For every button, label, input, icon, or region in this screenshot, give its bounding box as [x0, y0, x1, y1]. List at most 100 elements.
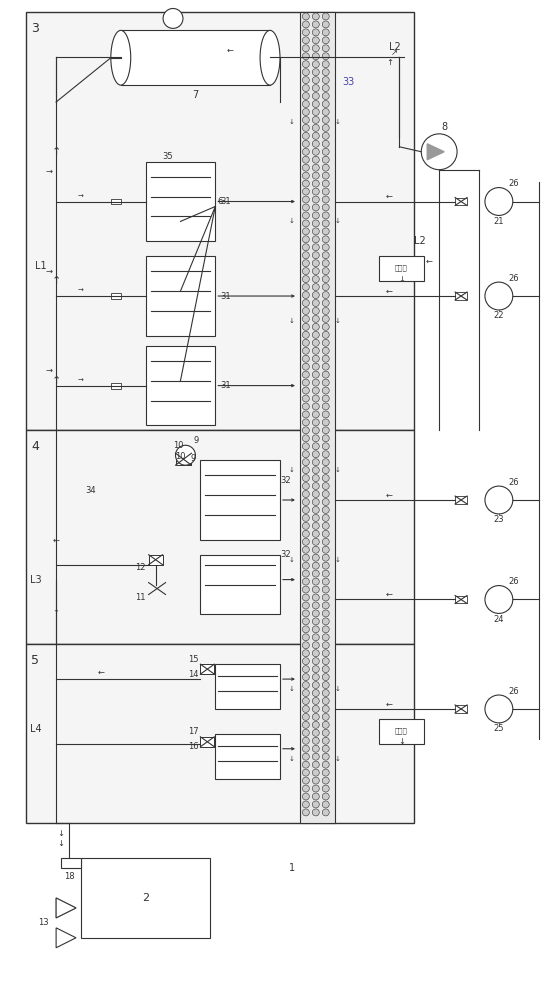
Circle shape	[312, 554, 319, 561]
Circle shape	[322, 252, 329, 259]
Circle shape	[312, 642, 319, 649]
Circle shape	[322, 761, 329, 768]
Bar	[455, 705, 467, 713]
Circle shape	[312, 618, 319, 625]
Circle shape	[322, 674, 329, 681]
Bar	[111, 293, 121, 299]
Bar	[26, 430, 415, 644]
Circle shape	[312, 419, 319, 426]
Text: 26: 26	[508, 478, 519, 487]
Circle shape	[312, 522, 319, 529]
Circle shape	[302, 228, 309, 235]
Text: →: →	[46, 267, 52, 276]
Text: ↓: ↓	[57, 839, 65, 848]
Circle shape	[322, 562, 329, 569]
Circle shape	[322, 172, 329, 179]
Circle shape	[312, 188, 319, 195]
Circle shape	[322, 538, 329, 545]
Text: 7: 7	[192, 90, 199, 100]
Text: 21: 21	[493, 217, 504, 226]
Circle shape	[302, 323, 309, 330]
Circle shape	[302, 45, 309, 52]
Polygon shape	[56, 898, 76, 918]
Circle shape	[312, 300, 319, 306]
Text: ↓: ↓	[57, 829, 65, 838]
Circle shape	[322, 618, 329, 625]
Circle shape	[322, 116, 329, 123]
Circle shape	[322, 300, 329, 306]
Circle shape	[302, 443, 309, 450]
Bar	[26, 12, 415, 430]
Circle shape	[302, 713, 309, 720]
Text: 34: 34	[86, 486, 96, 495]
Circle shape	[312, 634, 319, 641]
Circle shape	[312, 180, 319, 187]
Circle shape	[302, 292, 309, 299]
Circle shape	[312, 626, 319, 633]
Polygon shape	[56, 898, 76, 918]
Circle shape	[322, 45, 329, 52]
Circle shape	[302, 650, 309, 657]
Circle shape	[312, 395, 319, 402]
Circle shape	[312, 355, 319, 362]
Circle shape	[312, 459, 319, 466]
Circle shape	[312, 690, 319, 697]
Circle shape	[322, 435, 329, 442]
Circle shape	[312, 252, 319, 259]
Text: ↓: ↓	[289, 467, 295, 473]
Circle shape	[302, 355, 309, 362]
Polygon shape	[61, 858, 81, 868]
Circle shape	[312, 292, 319, 299]
Circle shape	[312, 220, 319, 227]
Text: ↗: ↗	[391, 48, 398, 57]
Circle shape	[312, 323, 319, 330]
Circle shape	[322, 459, 329, 466]
Circle shape	[302, 331, 309, 338]
Circle shape	[322, 204, 329, 211]
Circle shape	[302, 164, 309, 171]
Circle shape	[322, 228, 329, 235]
Circle shape	[312, 594, 319, 601]
Circle shape	[322, 499, 329, 505]
Text: ↑: ↑	[51, 376, 61, 386]
Text: →: →	[78, 378, 84, 384]
Circle shape	[485, 188, 513, 215]
Circle shape	[312, 228, 319, 235]
Circle shape	[302, 37, 309, 44]
Circle shape	[312, 506, 319, 513]
Circle shape	[322, 483, 329, 490]
Circle shape	[312, 363, 319, 370]
Circle shape	[322, 586, 329, 593]
Circle shape	[302, 61, 309, 68]
Circle shape	[312, 610, 319, 617]
Text: 13: 13	[39, 918, 49, 927]
Circle shape	[302, 634, 309, 641]
Text: ↓: ↓	[335, 686, 341, 692]
Circle shape	[302, 13, 309, 20]
Text: ↓: ↓	[289, 686, 295, 692]
Circle shape	[322, 721, 329, 728]
Text: ↓: ↓	[335, 218, 341, 224]
Circle shape	[322, 467, 329, 474]
Circle shape	[322, 284, 329, 291]
Circle shape	[312, 578, 319, 585]
Text: 2: 2	[142, 893, 149, 903]
Circle shape	[312, 212, 319, 219]
Circle shape	[302, 610, 309, 617]
Bar	[200, 664, 214, 674]
Text: L4: L4	[30, 724, 42, 734]
Text: 22: 22	[493, 311, 504, 320]
Circle shape	[302, 276, 309, 283]
Circle shape	[302, 602, 309, 609]
Circle shape	[312, 737, 319, 744]
Circle shape	[322, 371, 329, 378]
Circle shape	[312, 721, 319, 728]
Circle shape	[302, 570, 309, 577]
Text: ↑: ↑	[51, 276, 61, 286]
Circle shape	[485, 586, 513, 613]
Text: 16: 16	[188, 742, 198, 751]
Circle shape	[485, 282, 513, 310]
Circle shape	[312, 37, 319, 44]
Circle shape	[312, 483, 319, 490]
Circle shape	[322, 276, 329, 283]
